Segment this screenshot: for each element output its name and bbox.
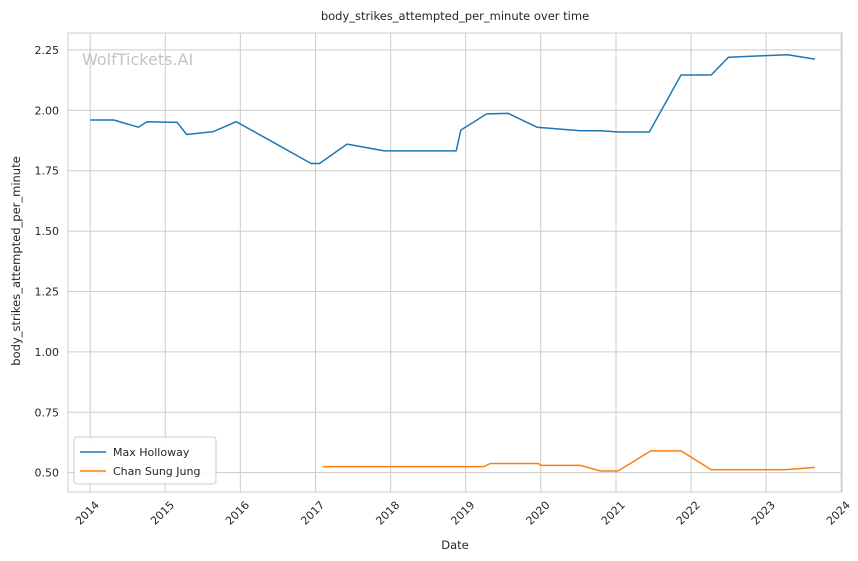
watermark: WolfTickets.AI <box>82 50 193 69</box>
x-axis-label: Date <box>441 538 469 552</box>
y-tick-label: 0.50 <box>35 467 60 480</box>
y-tick-label: 1.25 <box>35 285 60 298</box>
legend-label-max-holloway: Max Holloway <box>113 446 190 459</box>
y-tick-label: 1.50 <box>35 225 60 238</box>
legend: Max Holloway Chan Sung Jung <box>73 436 217 485</box>
series-line-max-holloway <box>90 53 816 165</box>
y-tick-label: 1.75 <box>35 165 60 178</box>
legend-label-chan-sung-jung: Chan Sung Jung <box>113 465 200 478</box>
y-tick-label: 2.00 <box>35 104 60 117</box>
legend-box <box>73 436 217 485</box>
grid-x <box>89 33 842 492</box>
y-tick-labels: 0.50 0.75 1.00 1.25 1.50 1.75 2.00 2.25 <box>35 44 60 480</box>
grid-y <box>68 49 842 474</box>
chart-title: body_strikes_attempted_per_minute over t… <box>321 9 589 23</box>
y-tick-label: 1.00 <box>35 346 60 359</box>
y-tick-label: 0.75 <box>35 406 60 419</box>
series-line-chan-sung-jung <box>322 450 815 472</box>
y-axis-label: body_strikes_attempted_per_minute <box>9 156 23 365</box>
plot-frame <box>67 32 843 493</box>
series-lines <box>90 53 816 472</box>
y-tick-label: 2.25 <box>35 44 60 57</box>
